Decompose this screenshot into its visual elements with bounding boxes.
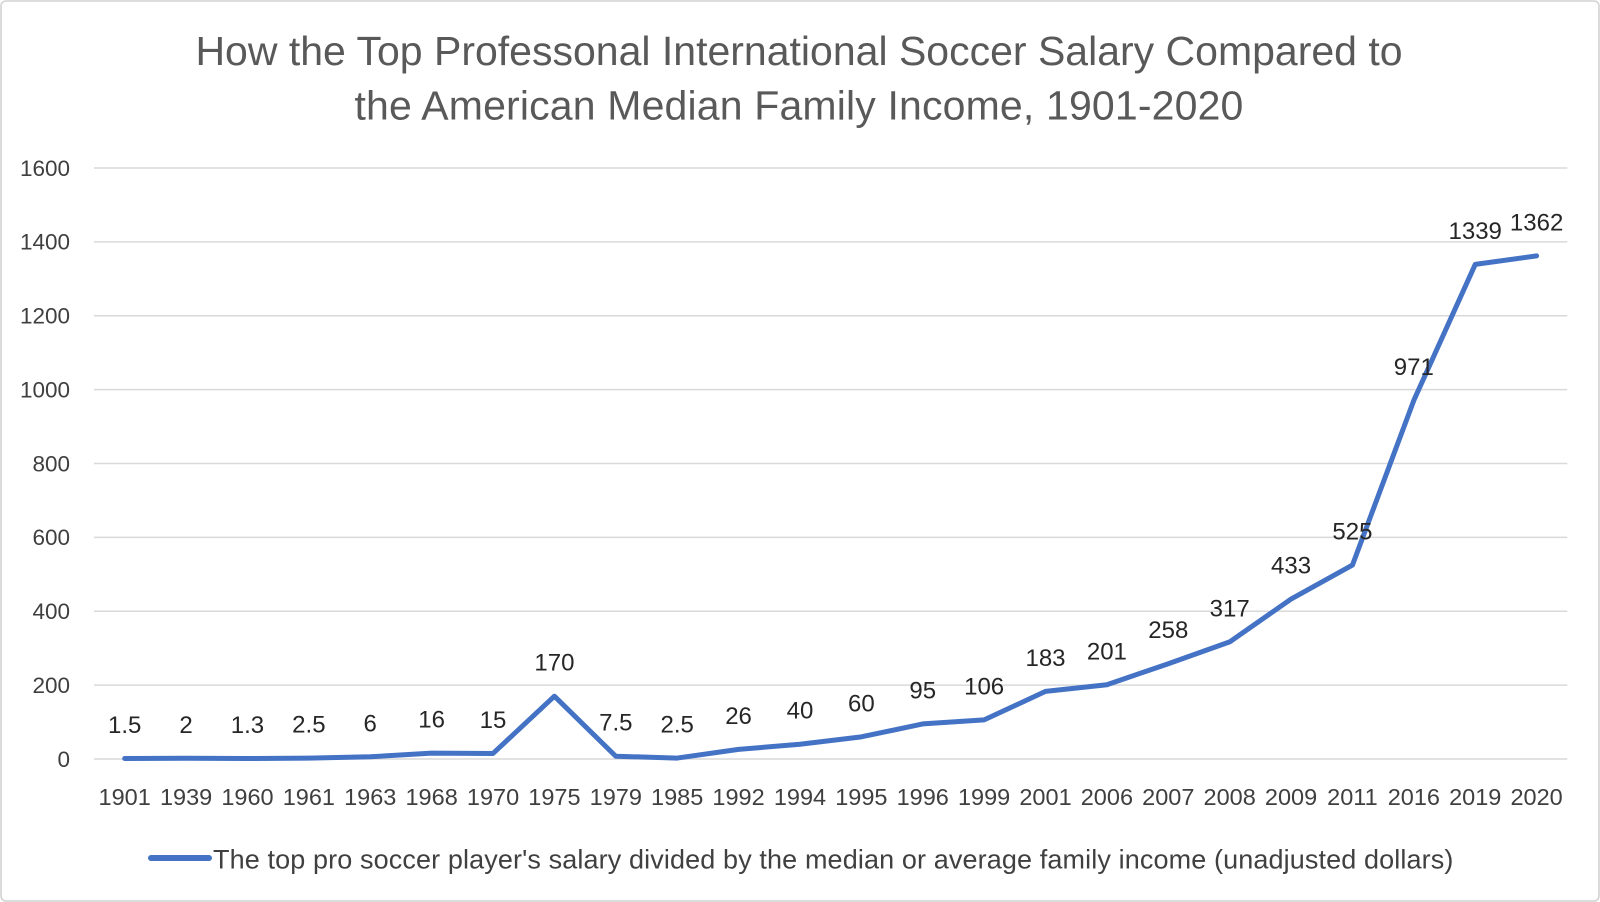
- svg-text:1.3: 1.3: [231, 712, 264, 739]
- svg-text:1995: 1995: [835, 784, 887, 810]
- svg-text:525: 525: [1332, 519, 1372, 546]
- svg-text:The top pro soccer player's sa: The top pro soccer player's salary divid…: [213, 845, 1454, 875]
- svg-text:1000: 1000: [20, 377, 70, 402]
- svg-text:1979: 1979: [590, 784, 642, 810]
- svg-text:1970: 1970: [467, 784, 519, 810]
- svg-text:1901: 1901: [99, 784, 151, 810]
- svg-text:1400: 1400: [20, 230, 70, 255]
- svg-text:800: 800: [32, 451, 70, 476]
- svg-text:2016: 2016: [1388, 784, 1440, 810]
- svg-text:0: 0: [57, 747, 70, 772]
- svg-text:1992: 1992: [712, 784, 764, 810]
- svg-text:200: 200: [32, 673, 70, 698]
- svg-text:2.5: 2.5: [660, 712, 693, 739]
- svg-text:95: 95: [909, 677, 936, 704]
- svg-text:2.5: 2.5: [292, 712, 325, 739]
- svg-text:7.5: 7.5: [599, 710, 632, 737]
- svg-text:106: 106: [964, 673, 1004, 700]
- svg-text:1961: 1961: [283, 784, 335, 810]
- svg-text:1996: 1996: [897, 784, 949, 810]
- svg-text:317: 317: [1210, 595, 1250, 622]
- svg-text:16: 16: [418, 707, 445, 734]
- svg-text:60: 60: [848, 690, 875, 717]
- svg-text:1968: 1968: [405, 784, 457, 810]
- svg-text:201: 201: [1087, 638, 1127, 665]
- svg-text:40: 40: [787, 698, 814, 725]
- svg-text:2006: 2006: [1081, 784, 1133, 810]
- svg-text:26: 26: [725, 703, 752, 730]
- svg-text:1999: 1999: [958, 784, 1010, 810]
- svg-text:1339: 1339: [1449, 218, 1502, 245]
- svg-text:971: 971: [1394, 354, 1434, 381]
- svg-text:How the Top Professonal Intern: How the Top Professonal International So…: [195, 28, 1402, 74]
- svg-text:6: 6: [364, 710, 377, 737]
- svg-text:400: 400: [32, 599, 70, 624]
- svg-text:15: 15: [480, 707, 507, 734]
- svg-text:1939: 1939: [160, 784, 212, 810]
- svg-text:1963: 1963: [344, 784, 396, 810]
- svg-text:the American Median Family Inc: the American Median Family Income, 1901-…: [355, 82, 1244, 128]
- svg-text:2008: 2008: [1204, 784, 1256, 810]
- svg-text:600: 600: [32, 525, 70, 550]
- svg-text:1960: 1960: [221, 784, 273, 810]
- svg-text:2007: 2007: [1142, 784, 1194, 810]
- svg-text:2020: 2020: [1510, 784, 1562, 810]
- svg-text:2019: 2019: [1449, 784, 1501, 810]
- svg-text:1.5: 1.5: [108, 712, 141, 739]
- svg-text:433: 433: [1271, 553, 1311, 580]
- svg-text:1994: 1994: [774, 784, 826, 810]
- svg-text:1975: 1975: [528, 784, 580, 810]
- svg-text:2011: 2011: [1327, 784, 1378, 810]
- svg-text:1600: 1600: [20, 156, 70, 181]
- svg-text:170: 170: [534, 650, 574, 677]
- svg-text:258: 258: [1148, 617, 1188, 644]
- svg-text:1200: 1200: [20, 304, 70, 329]
- svg-text:183: 183: [1025, 645, 1065, 672]
- svg-text:2: 2: [179, 712, 192, 739]
- svg-text:1985: 1985: [651, 784, 703, 810]
- svg-text:2001: 2001: [1019, 784, 1071, 810]
- svg-text:1362: 1362: [1510, 209, 1563, 236]
- svg-text:2009: 2009: [1265, 784, 1317, 810]
